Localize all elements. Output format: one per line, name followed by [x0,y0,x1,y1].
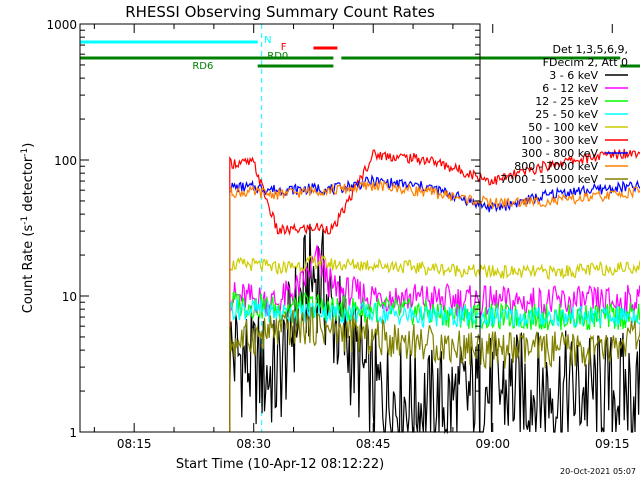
legend-header-line-1: Det 1,3,5,6,9, [552,43,628,56]
plot-frame [79,23,481,433]
y-tick-label: 1000 [46,18,77,32]
x-tick-label: 09:15 [595,437,630,451]
legend-entry-label: 7000 - 15000 keV [500,173,598,186]
x-tick-label: 09:00 [475,437,510,451]
x-tick-label: 08:45 [356,437,391,451]
series-line [229,298,640,432]
x-axis-label: Start Time (10-Apr-12 08:12:22) [176,457,384,472]
legend-entry-label: 12 - 25 keV [535,95,598,108]
legend: Det 1,3,5,6,9, FDecim 2, Att 0 3 - 6 keV… [500,43,628,186]
legend-entry-label: 3 - 6 keV [549,69,598,82]
series-line [229,306,640,432]
y-tick-label: 10 [62,290,77,304]
legend-entry-label: 300 - 800 keV [521,147,598,160]
series-line [229,223,640,435]
legend-entry-label: 50 - 100 keV [528,121,598,134]
footer-date: 20-Oct-2021 05:07 [560,467,636,476]
series-line [229,291,640,432]
y-axis: 1 10 100 1000 [46,18,480,440]
legend-entry-label: 800 - 7000 keV [514,160,598,173]
x-tick-label: 08:30 [236,437,271,451]
legend-header-line-2: FDecim 2, Att 0 [543,56,628,69]
y-tick-label: 1 [69,426,77,440]
chart-title: RHESSI Observing Summary Count Rates [125,3,435,21]
status-bar-label: RD6 [192,61,213,72]
series-line [229,245,640,432]
legend-entry-label: 6 - 12 keV [542,82,598,95]
series-line [229,179,640,432]
y-tick-label: 100 [54,154,77,168]
series-line [229,173,640,432]
status-bar-label: F [281,42,287,53]
legend-entry-label: 100 - 300 keV [521,134,598,147]
series-line [229,254,640,432]
y-axis-label: Count Rate (s-1 detector-1) [20,143,36,314]
status-bar-label: RD0 [267,51,288,62]
x-tick-label: 08:15 [117,437,152,451]
status-bar-label: N [264,35,271,46]
series-line [229,148,640,432]
legend-entry-label: 25 - 50 keV [535,108,598,121]
